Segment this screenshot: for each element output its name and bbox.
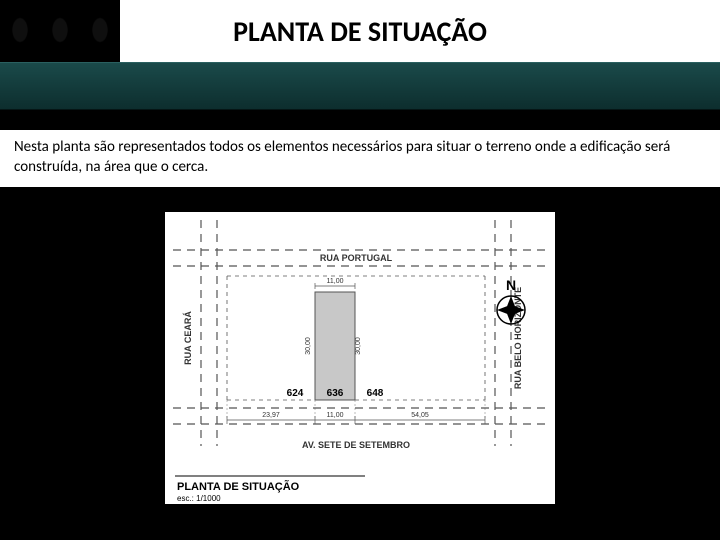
site-plan-figure: 11,00 30,00 30,00 23,97 11,00 54,05 624 636 648 R… <box>165 212 555 504</box>
svg-text:30,00: 30,00 <box>355 337 362 355</box>
svg-text:RUA CEARÁ: RUA CEARÁ <box>183 311 193 365</box>
svg-text:RUA BELO HORIZONTE: RUA BELO HORIZONTE <box>513 287 523 389</box>
site-plan-svg: 11,00 30,00 30,00 23,97 11,00 54,05 624 636 648 R… <box>165 212 555 504</box>
svg-text:AV. SETE DE SETEMBRO: AV. SETE DE SETEMBRO <box>302 440 410 450</box>
svg-text:esc.: 1/1000: esc.: 1/1000 <box>177 494 221 503</box>
footer-tick <box>643 520 646 536</box>
description-text: Nesta planta são representados todos os … <box>14 138 706 177</box>
svg-text:RUA PORTUGAL: RUA PORTUGAL <box>320 253 393 263</box>
footer-tick <box>508 520 511 536</box>
svg-text:11,00: 11,00 <box>327 412 344 419</box>
svg-text:648: 648 <box>367 388 384 399</box>
slide-title: PLANTA DE SITUAÇÃO <box>0 14 720 49</box>
svg-text:23,97: 23,97 <box>262 412 280 419</box>
svg-text:624: 624 <box>287 388 304 399</box>
svg-text:PLANTA DE SITUAÇÃO: PLANTA DE SITUAÇÃO <box>177 480 300 493</box>
svg-text:N: N <box>506 277 516 293</box>
description-band: Nesta planta são representados todos os … <box>0 130 720 187</box>
svg-text:30,00: 30,00 <box>305 337 312 355</box>
accent-bar <box>0 62 720 110</box>
svg-text:54,05: 54,05 <box>411 412 429 419</box>
svg-text:636: 636 <box>327 388 344 399</box>
svg-text:11,00: 11,00 <box>327 278 344 285</box>
